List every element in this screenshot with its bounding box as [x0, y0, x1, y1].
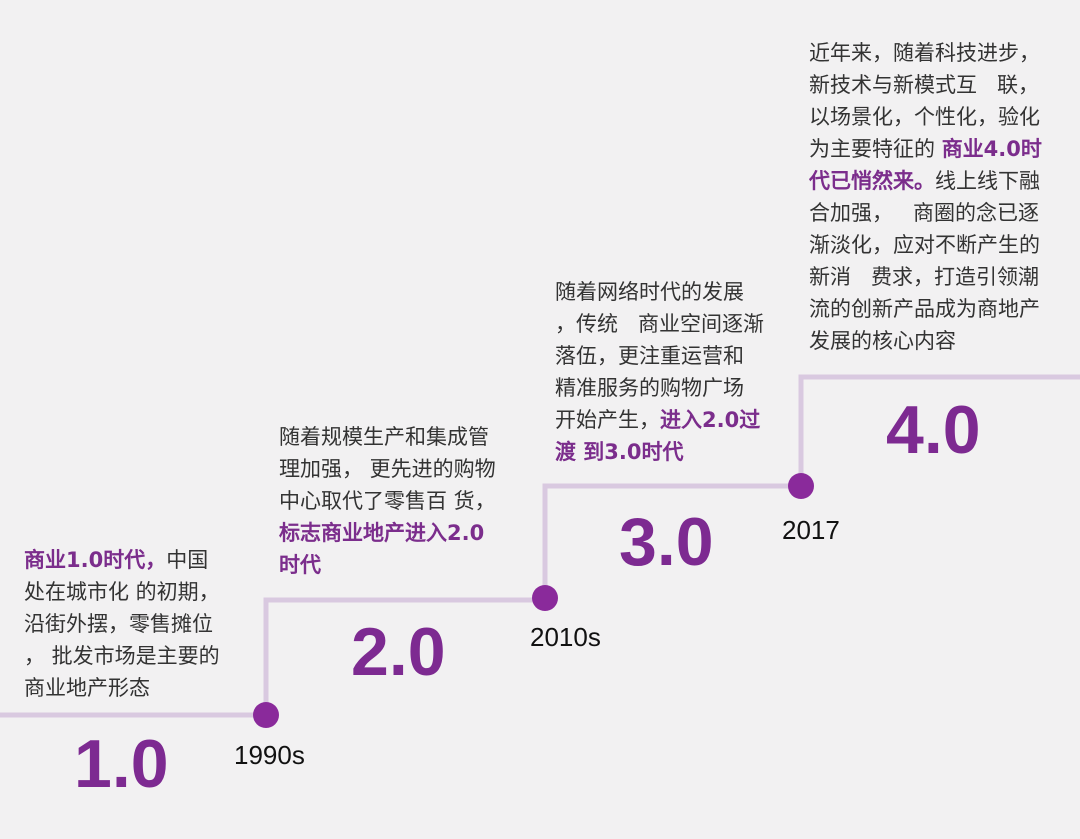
description-line: 商业1.0时代，中国: [24, 544, 264, 576]
body-text: ，传统 商业空间逐渐: [555, 312, 765, 336]
description-line: 落伍，更注重运营和: [555, 340, 795, 372]
body-text: 开始产生，: [555, 408, 660, 432]
milestone-dot-2017: [788, 473, 814, 499]
stage-1-version: 1.0: [74, 726, 169, 802]
highlight-text: 时代: [279, 553, 321, 577]
highlight-text: 商业1.0时代，: [24, 548, 167, 572]
stage-4-version: 4.0: [886, 392, 981, 468]
body-text: 线上线下融: [935, 169, 1040, 193]
stage-1-year: 1990s: [234, 740, 305, 770]
stage-2-description: 随着规模生产和集成管 理加强， 更先进的购物 中心取代了零售百 货， 标志商业地产进入…: [279, 421, 529, 581]
highlight-text: 商业4.0时: [941, 137, 1042, 161]
body-text: 理加强， 更先进的购物: [279, 457, 496, 481]
description-line: 标志商业地产进入2.0: [279, 517, 529, 549]
description-line: ，传统 商业空间逐渐: [555, 308, 795, 340]
description-line: 商业地产形态: [24, 672, 264, 704]
description-line: ， 批发市场是主要的: [24, 640, 264, 672]
milestone-dot-2010s: [532, 585, 558, 611]
stage-3-description: 随着网络时代的发展 ，传统 商业空间逐渐 落伍，更注重运营和 精准服务的购物广场 开始产…: [555, 276, 795, 468]
body-text: 渐淡化，应对不断产生的: [809, 233, 1040, 257]
body-text: 商业地产形态: [24, 676, 150, 700]
body-text: 流的创新产品成为商地产: [809, 297, 1040, 321]
body-text: 落伍，更注重运营和: [555, 344, 744, 368]
description-line: 近年来，随着科技进步，: [809, 37, 1071, 69]
stage-4-description: 近年来，随着科技进步， 新技术与新模式互 联， 以场景化，个性化，验化为主要特征的 …: [809, 37, 1071, 357]
body-text: 随着网络时代的发展: [555, 280, 744, 304]
highlight-text: 标志商业地产进入2.0: [279, 521, 485, 545]
body-text: 发展的核心内容: [809, 329, 956, 353]
body-text: 精准服务的购物广场: [555, 376, 744, 400]
body-text: ， 批发市场是主要的: [24, 644, 220, 668]
body-text: 中国: [166, 548, 209, 572]
description-line: 新消 费求，打造引领潮: [809, 261, 1071, 293]
body-text: 以场景化，个性化，验化: [809, 105, 1040, 129]
description-line: 新技术与新模式互 联，: [809, 69, 1071, 101]
body-text: 随着规模生产和集成管: [279, 425, 489, 449]
description-line: 合加强， 商圈的念已逐: [809, 197, 1071, 229]
body-text: 合加强， 商圈的念已逐: [809, 201, 1040, 225]
description-line: 处在城市化 的初期，: [24, 576, 264, 608]
description-line: 开始产生，进入2.0过: [555, 404, 795, 436]
description-line: 沿街外摆，零售摊位: [24, 608, 264, 640]
body-text: 处在城市化 的初期，: [24, 580, 220, 604]
description-line: 随着网络时代的发展: [555, 276, 795, 308]
description-line: 发展的核心内容: [809, 325, 1071, 357]
stage-2-version: 2.0: [351, 614, 446, 690]
body-text: 中心取代了零售百 货，: [279, 489, 496, 513]
stage-2-year: 2010s: [530, 622, 601, 652]
description-line: 流的创新产品成为商地产: [809, 293, 1071, 325]
description-line: 理加强， 更先进的购物: [279, 453, 529, 485]
description-line: 中心取代了零售百 货，: [279, 485, 529, 517]
description-line: 为主要特征的 商业4.0时: [809, 133, 1071, 165]
body-text: 为主要特征的: [809, 137, 942, 161]
description-line: 时代: [279, 549, 529, 581]
description-line: 精准服务的购物广场: [555, 372, 795, 404]
highlight-text: 渡 到3.0时代: [555, 440, 684, 464]
body-text: 新消 费求，打造引领潮: [809, 265, 1040, 289]
body-text: 新技术与新模式互 联，: [809, 73, 1040, 97]
milestone-dot-1990s: [253, 702, 279, 728]
description-line: 渐淡化，应对不断产生的: [809, 229, 1071, 261]
stage-3-version: 3.0: [619, 504, 714, 580]
stage-1-description: 商业1.0时代，中国 处在城市化 的初期， 沿街外摆，零售摊位， 批发市场是主要的商…: [24, 544, 264, 704]
stage-3-year: 2017: [782, 515, 840, 545]
highlight-text: 进入2.0过: [660, 408, 761, 432]
description-line: 以场景化，个性化，验化: [809, 101, 1071, 133]
description-line: 随着规模生产和集成管: [279, 421, 529, 453]
body-text: 近年来，随着科技进步，: [809, 41, 1040, 65]
body-text: 沿街外摆，零售摊位: [24, 612, 213, 636]
description-line: 渡 到3.0时代: [555, 436, 795, 468]
highlight-text: 代已悄然来。: [809, 169, 935, 193]
description-line: 代已悄然来。线上线下融: [809, 165, 1071, 197]
staircase-line: [0, 374, 1080, 718]
